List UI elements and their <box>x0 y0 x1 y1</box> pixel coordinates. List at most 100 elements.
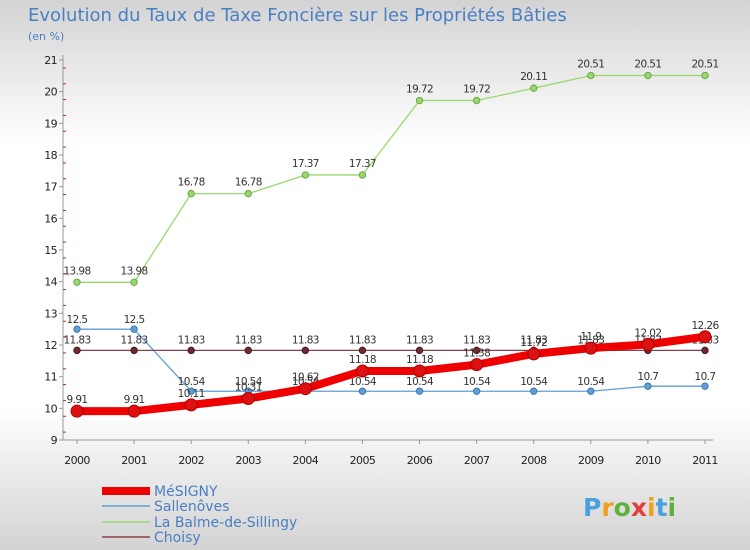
data-label: 11.83 <box>577 334 604 346</box>
logo-letter: P <box>583 493 601 522</box>
data-point <box>472 346 481 355</box>
data-label: 9.91 <box>124 394 145 406</box>
data-point <box>355 364 369 378</box>
y-tick-label: 14 <box>44 276 57 289</box>
data-label: 13.98 <box>63 265 90 277</box>
series-layer: 13.98 13.98 16.78 16.78 17.37 17.37 19.72 19.72… <box>63 59 720 418</box>
data-point <box>358 346 367 355</box>
data-label: 10.54 <box>178 376 206 388</box>
data-label: 17.37 <box>292 158 319 170</box>
x-tick-label: 2008 <box>521 454 547 467</box>
x-tick-label: 2003 <box>235 454 261 467</box>
x-tick-label: 2001 <box>121 454 147 467</box>
data-point <box>530 387 538 395</box>
data-point <box>641 337 655 351</box>
data-label: 11.72 <box>520 337 547 349</box>
data-label: 11.18 <box>406 354 433 366</box>
data-point <box>187 346 195 355</box>
data-label: 19.72 <box>463 84 490 96</box>
data-label: 10.7 <box>695 371 716 383</box>
y-tick-label: 17 <box>44 181 57 194</box>
series-la-balme-de-sillingy: 13.98 13.98 16.78 16.78 17.37 17.37 19.72 19.72… <box>63 59 719 286</box>
data-point <box>587 71 595 80</box>
y-tick-label: 13 <box>44 307 57 320</box>
x-tick-label: 2009 <box>578 454 604 467</box>
axes: 9 10 11 12 13 14 15 16 17 18 19 20 21 2000 2001 2002 200… <box>44 54 718 467</box>
y-tick-label: 12 <box>44 339 57 352</box>
data-point <box>530 84 538 92</box>
data-label: 12.02 <box>634 327 661 339</box>
data-label: 12.26 <box>691 320 719 332</box>
data-point <box>698 330 712 344</box>
y-tick-label: 15 <box>44 244 57 257</box>
data-point <box>73 346 81 355</box>
y-tick-label: 11 <box>44 371 57 384</box>
data-label: 11.83 <box>63 334 90 346</box>
x-tick-label: 2010 <box>635 454 661 467</box>
y-tick-label: 10 <box>44 402 57 415</box>
data-label: 10.54 <box>406 376 434 388</box>
data-point <box>130 346 138 355</box>
data-point <box>415 346 424 355</box>
data-point <box>241 392 255 406</box>
data-point <box>73 278 81 286</box>
data-point <box>701 71 709 80</box>
data-label: 9.91 <box>67 394 88 406</box>
data-label: 20.51 <box>691 59 718 71</box>
data-point <box>127 404 141 418</box>
series-sallen-ves: 12.5 12.510.54 10.54 10.54 10.54 10.54 10.54 10… <box>67 314 716 395</box>
data-label: 11.83 <box>349 334 376 346</box>
logo-letter: r <box>601 493 614 522</box>
y-tick-label: 9 <box>51 434 58 447</box>
x-tick-label: 2002 <box>178 454 204 467</box>
series-line <box>76 74 706 283</box>
data-point <box>130 325 138 333</box>
data-label: 11.9 <box>580 331 601 343</box>
legend-label: MéSIGNY <box>154 484 218 500</box>
data-label: 10.54 <box>235 376 263 388</box>
y-tick-label: 21 <box>44 54 57 67</box>
data-point <box>584 341 598 355</box>
logo-letter: o <box>614 493 631 522</box>
logo-letter: i <box>647 493 656 522</box>
data-point <box>470 358 484 372</box>
data-point <box>301 346 310 355</box>
data-label: 10.54 <box>463 376 491 388</box>
data-label: 11.83 <box>406 334 433 346</box>
data-label: 12.5 <box>124 314 145 326</box>
data-point <box>187 189 195 198</box>
data-label: 11.83 <box>121 334 148 346</box>
data-label: 11.38 <box>463 348 490 360</box>
x-tick-label: 2011 <box>692 454 718 467</box>
data-point <box>130 278 138 286</box>
y-tick-label: 20 <box>44 86 57 99</box>
data-point <box>301 171 310 179</box>
x-tick-label: 2006 <box>407 454 433 467</box>
data-point <box>244 346 252 355</box>
data-point <box>527 347 541 361</box>
data-point <box>644 71 652 80</box>
data-label: 10.54 <box>520 376 548 388</box>
data-point <box>358 387 367 395</box>
chart-title: Evolution du Taux de Taxe Foncière sur l… <box>28 5 567 26</box>
data-point <box>70 404 84 418</box>
data-label: 11.18 <box>349 354 376 366</box>
data-point <box>184 398 198 412</box>
proxiti-logo-text: Proxiti <box>583 493 676 522</box>
logo-letter: t <box>656 493 668 522</box>
y-tick-label: 18 <box>44 149 57 162</box>
data-label: 12.5 <box>67 314 88 326</box>
x-tick-label: 2007 <box>464 454 490 467</box>
data-point <box>472 387 481 395</box>
data-point <box>187 387 195 395</box>
data-label: 10.62 <box>292 372 319 384</box>
data-point <box>701 346 709 355</box>
y-tick-label: 16 <box>44 212 57 225</box>
legend-label: Choisy <box>154 530 201 546</box>
data-label: 11.83 <box>178 334 205 346</box>
logo-letter: i <box>668 493 677 522</box>
series-line <box>76 328 706 392</box>
data-label: 10.31 <box>235 382 262 394</box>
